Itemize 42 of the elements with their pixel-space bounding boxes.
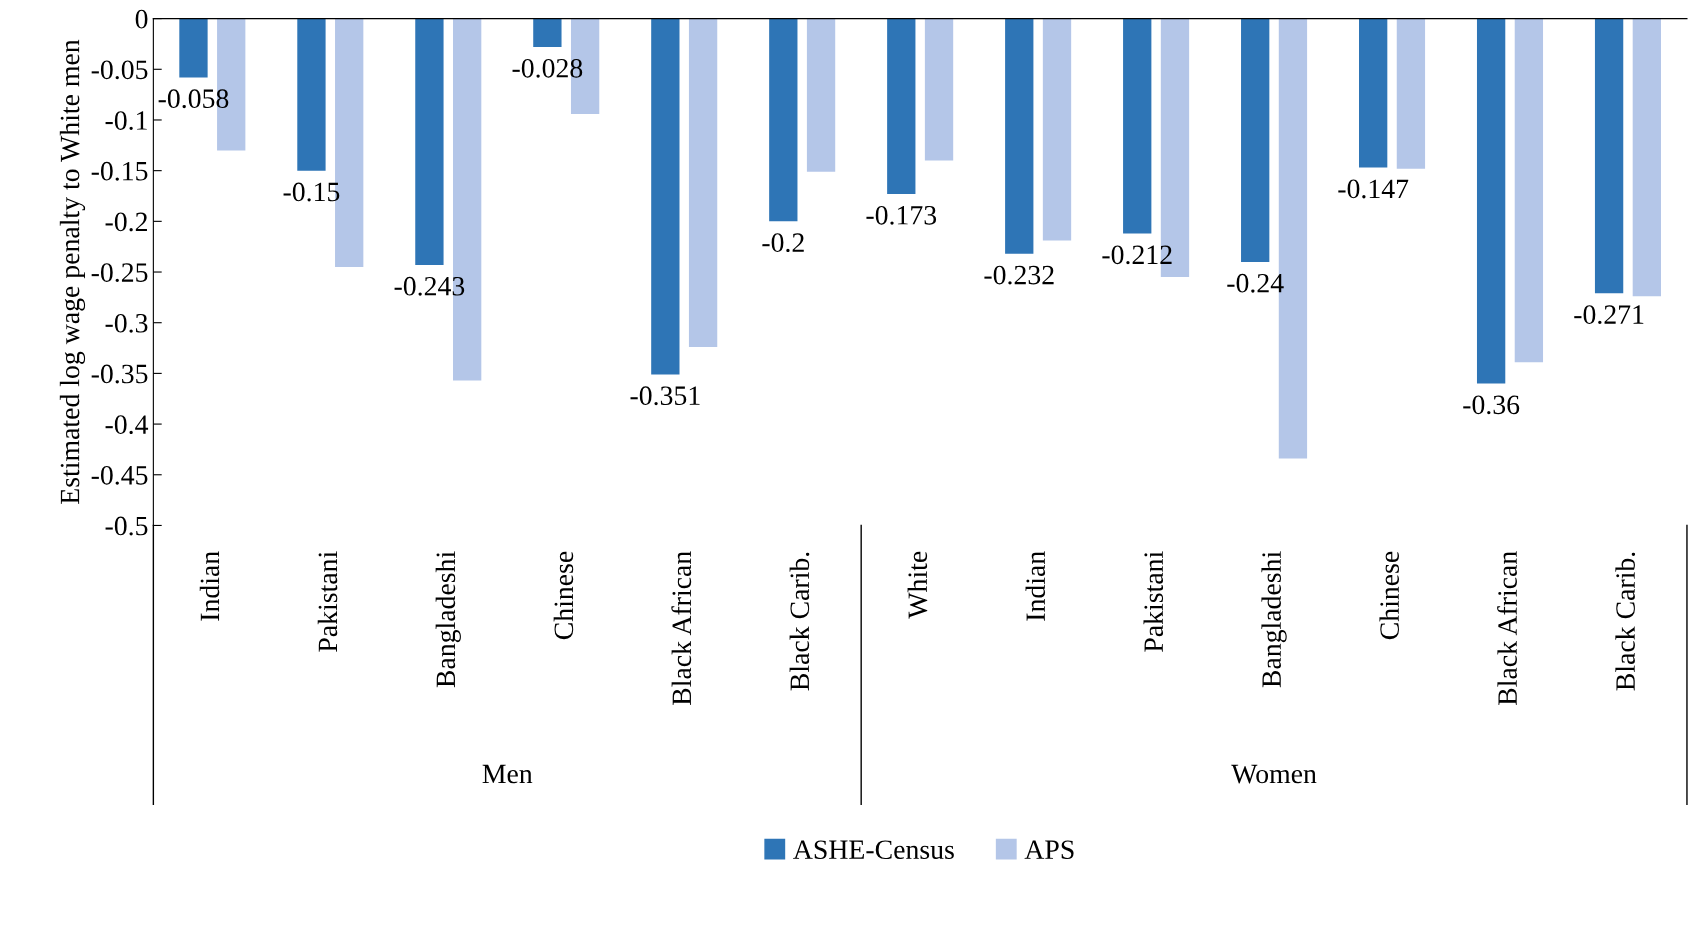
- y-axis-title: Estimated log wage penalty to White men: [59, 39, 86, 504]
- x-tick-label: Chinese: [553, 551, 574, 640]
- x-tick-label: Black Carib.: [789, 552, 810, 691]
- data-label: -0.271: [1574, 305, 1644, 325]
- y-tick-label: -0.25: [91, 263, 148, 283]
- y-tick-label: -0.1: [105, 111, 147, 130]
- y-tick-label: 0: [135, 9, 148, 29]
- x-tick-label: Black Carib.: [1615, 552, 1636, 691]
- x-tick-label: Bangladeshi: [435, 551, 461, 688]
- x-tick-label: White: [907, 551, 928, 619]
- y-tick-label: -0.2: [105, 212, 147, 232]
- x-tick-label: Pakistani: [1143, 551, 1164, 652]
- y-tick-label: -0.3: [105, 313, 148, 333]
- data-label: -0.351: [630, 386, 700, 406]
- data-label: -0.173: [866, 205, 937, 225]
- data-label: -0.232: [984, 265, 1054, 285]
- text: Women: [1231, 764, 1317, 784]
- x-tick-label: Chinese: [1379, 551, 1399, 640]
- data-label: -0.2: [762, 233, 804, 253]
- data-label: -0.243: [394, 276, 465, 296]
- x-tick-label: Pakistani: [317, 551, 338, 652]
- x-tick-label: Black African: [1497, 551, 1517, 706]
- text: Men: [482, 764, 533, 784]
- data-label: -0.212: [1102, 245, 1172, 265]
- x-tick-label: Indian: [1025, 551, 1046, 621]
- data-label: -0.058: [158, 89, 229, 109]
- y-tick-label: -0.5: [105, 516, 148, 536]
- x-tick-label: Black African: [671, 551, 692, 706]
- legend-label: APS: [1024, 840, 1074, 860]
- data-label: -0.36: [1463, 395, 1520, 415]
- data-label: -0.15: [283, 182, 340, 202]
- x-tick-label: Indian: [199, 551, 220, 621]
- legend-label: ASHE-Census: [793, 840, 954, 860]
- y-tick-label: -0.15: [91, 161, 148, 181]
- x-tick-label: Bangladeshi: [1261, 551, 1287, 688]
- y-tick-label: -0.35: [91, 364, 148, 384]
- y-tick-label: -0.4: [105, 415, 149, 435]
- y-tick-label: -0.05: [91, 60, 148, 80]
- data-label: -0.028: [512, 58, 583, 78]
- y-tick-label: -0.45: [91, 465, 148, 485]
- data-label: -0.147: [1338, 179, 1409, 199]
- data-label: -0.24: [1227, 273, 1284, 293]
